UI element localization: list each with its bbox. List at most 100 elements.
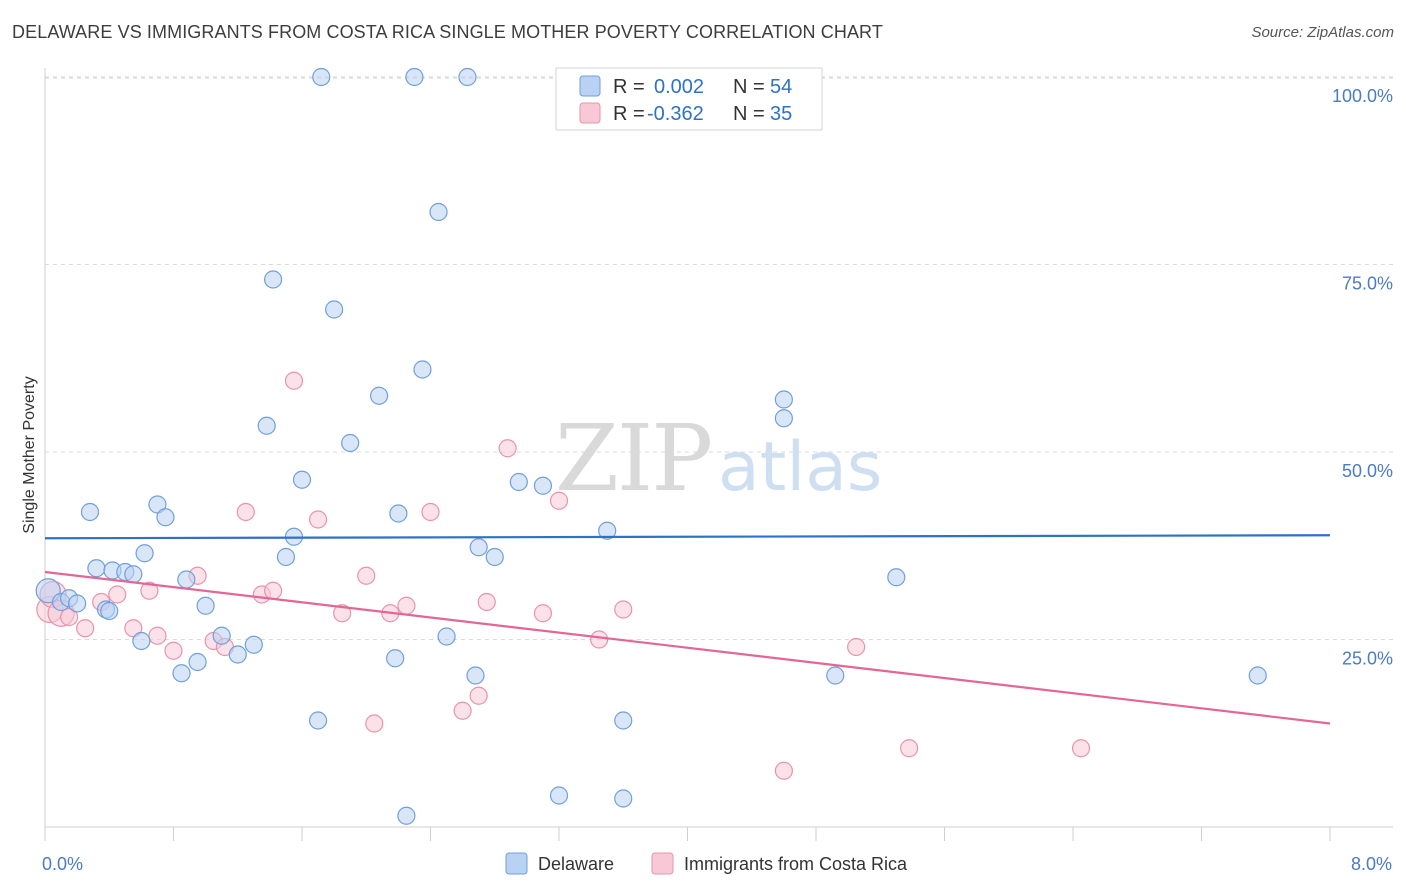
legend-swatch-costa-rica — [579, 102, 601, 124]
costa-rica-trend-line — [44, 570, 1331, 725]
delaware-point-22 — [257, 416, 276, 435]
delaware-point-19 — [212, 626, 231, 645]
legend-r-value-costa-rica: -0.362 — [647, 103, 704, 125]
bottom-legend-label-costa-rica: Immigrants from Costa Rica — [684, 854, 908, 874]
delaware-point-46 — [598, 521, 617, 540]
legend-swatch-delaware — [579, 75, 601, 97]
watermark-zip: ZIP — [555, 405, 711, 512]
watermark: ZIP atlas — [555, 405, 882, 512]
delaware-point-38 — [437, 627, 456, 646]
delaware-point-31 — [370, 386, 389, 405]
delaware-point-39 — [458, 67, 477, 87]
delaware-point-4 — [80, 502, 100, 522]
watermark-atlas: atlas — [718, 428, 882, 507]
costa-rica-point-24 — [421, 502, 440, 522]
delaware-point-3 — [68, 594, 87, 613]
costa-rica-point-14 — [236, 502, 255, 522]
costa-rica-point-19 — [333, 604, 352, 623]
delaware-point-20 — [228, 645, 247, 664]
delaware-point-10 — [124, 565, 143, 584]
trend-lines — [44, 534, 1331, 725]
costa-rica-point-18 — [308, 510, 328, 529]
gridlines — [45, 76, 1393, 640]
delaware-point-30 — [341, 433, 360, 453]
delaware-point-45 — [549, 786, 569, 805]
delaware-point-7 — [100, 601, 119, 621]
costa-rica-point-26 — [469, 686, 488, 705]
source-text: Source: ZipAtlas.com — [1251, 24, 1394, 41]
delaware-point-29 — [325, 300, 344, 319]
delaware-point-42 — [485, 547, 504, 567]
delaware-point-36 — [405, 67, 424, 87]
delaware-point-24 — [276, 547, 296, 567]
delaware-point-17 — [188, 652, 207, 672]
delaware-point-12 — [135, 544, 154, 563]
delaware-point-49 — [774, 390, 793, 409]
costa-rica-point-25 — [453, 701, 472, 720]
costa-rica-point-17 — [284, 371, 304, 390]
costa-rica-point-20 — [357, 566, 376, 585]
correlation-legend: R = 0.002 N = 54 R = -0.362 N = 35 — [555, 67, 823, 131]
delaware-point-14 — [156, 508, 175, 527]
delaware-point-47 — [614, 711, 633, 730]
x-tick-label-1: 8.0% — [1351, 854, 1392, 874]
costa-rica-point-3 — [59, 607, 79, 627]
delaware-point-44 — [533, 476, 553, 495]
tick-labels: 25.0% 50.0% 75.0% 100.0% 0.0% 8.0% — [42, 86, 1393, 874]
costa-rica-point-4 — [76, 619, 95, 638]
x-tick-label-0: 0.0% — [42, 854, 83, 874]
series-legend: Delaware Immigrants from Costa Rica — [505, 852, 908, 875]
delaware-point-11 — [132, 631, 151, 651]
costa-rica-point-35 — [900, 739, 919, 758]
delaware-point-37 — [429, 202, 448, 222]
delaware-point-27 — [308, 711, 328, 730]
legend-r-label-costa-rica: R = — [613, 103, 645, 125]
delaware-point-16 — [177, 570, 196, 589]
delaware-point-50 — [774, 409, 793, 428]
costa-rica-point-27 — [477, 592, 496, 612]
legend-n-value-delaware: 54 — [770, 76, 792, 98]
delaware-point-5 — [87, 559, 106, 578]
costa-rica-point-32 — [614, 600, 633, 619]
delaware-point-32 — [386, 649, 405, 668]
y-tick-label-0: 25.0% — [1342, 649, 1393, 669]
delaware-point-21 — [244, 635, 263, 654]
y-tick-label-1: 50.0% — [1342, 461, 1393, 481]
delaware-point-33 — [389, 504, 408, 523]
costa-rica-point-29 — [533, 604, 553, 623]
delaware-point-34 — [397, 806, 416, 825]
costa-rica-point-28 — [498, 439, 517, 458]
bottom-legend-swatch-delaware — [505, 852, 528, 875]
y-tick-label-3: 100.0% — [1332, 86, 1393, 106]
axes — [44, 68, 1393, 841]
legend-r-label-delaware: R = — [613, 76, 645, 98]
legend-n-value-costa-rica: 35 — [770, 103, 792, 125]
delaware-point-51 — [826, 666, 845, 685]
delaware-point-43 — [509, 472, 528, 492]
chart-title: DELAWARE VS IMMIGRANTS FROM COSTA RICA S… — [12, 22, 883, 42]
costa-rica-point-8 — [140, 581, 159, 600]
delaware-point-26 — [292, 470, 312, 489]
costa-rica-point-31 — [590, 630, 609, 649]
delaware-point-28 — [312, 67, 331, 87]
bottom-legend-swatch-costa-rica — [651, 852, 674, 875]
delaware-point-15 — [172, 664, 191, 683]
delaware-point-52 — [887, 568, 906, 587]
delaware-point-48 — [614, 789, 633, 808]
costa-rica-point-34 — [847, 637, 866, 657]
costa-rica-point-23 — [397, 596, 416, 615]
costa-rica-point-9 — [148, 626, 167, 645]
delaware-point-23 — [263, 270, 283, 289]
legend-n-label-delaware: N = — [733, 76, 765, 98]
delaware-point-53 — [1248, 666, 1267, 685]
costa-rica-point-30 — [549, 491, 569, 510]
costa-rica-point-6 — [108, 585, 127, 604]
delaware-point-41 — [469, 538, 488, 557]
costa-rica-point-33 — [774, 761, 793, 780]
legend-n-label-costa-rica: N = — [733, 103, 765, 125]
costa-rica-point-21 — [365, 714, 384, 733]
costa-rica-point-10 — [164, 641, 183, 660]
delaware-points — [35, 67, 1267, 825]
delaware-point-40 — [466, 666, 485, 685]
